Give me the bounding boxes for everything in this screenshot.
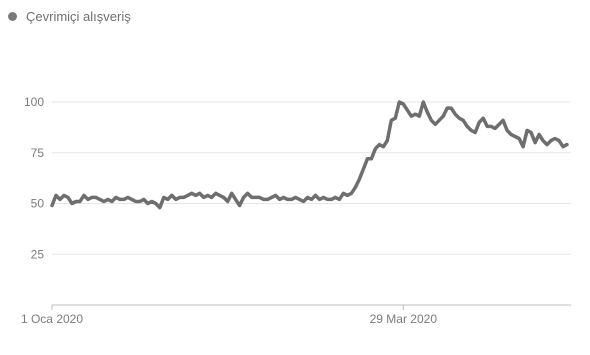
legend-label: Çevrimiçi alışveriş	[26, 9, 131, 24]
y-tick-label-75: 75	[31, 146, 45, 160]
y-tick-label-50: 50	[31, 197, 45, 211]
y-tick-label-100: 100	[24, 95, 44, 109]
series-line-online-shopping	[50, 100, 569, 210]
x-tick-label-0: 1 Oca 2020	[21, 312, 83, 326]
x-tick-label-1: 29 Mar 2020	[370, 312, 438, 326]
y-tick-label-25: 25	[31, 247, 45, 261]
legend-dot-icon	[8, 12, 17, 21]
chart-legend: Çevrimiçi alışveriş	[8, 9, 131, 24]
